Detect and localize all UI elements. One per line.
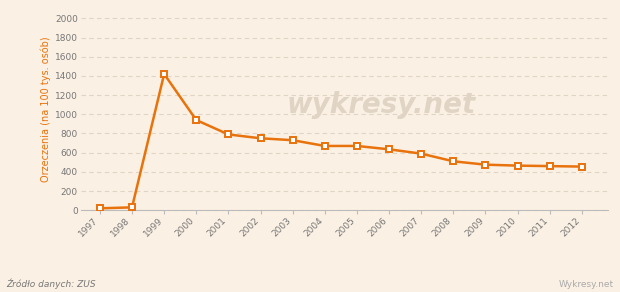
Text: wykresy.net: wykresy.net [286, 91, 476, 119]
Text: Wykresy.net: Wykresy.net [559, 280, 614, 289]
Y-axis label: Orzeczenia (na 100 tys. osób): Orzeczenia (na 100 tys. osób) [40, 37, 51, 182]
Text: Źródło danych: ZUS: Źródło danych: ZUS [6, 279, 96, 289]
